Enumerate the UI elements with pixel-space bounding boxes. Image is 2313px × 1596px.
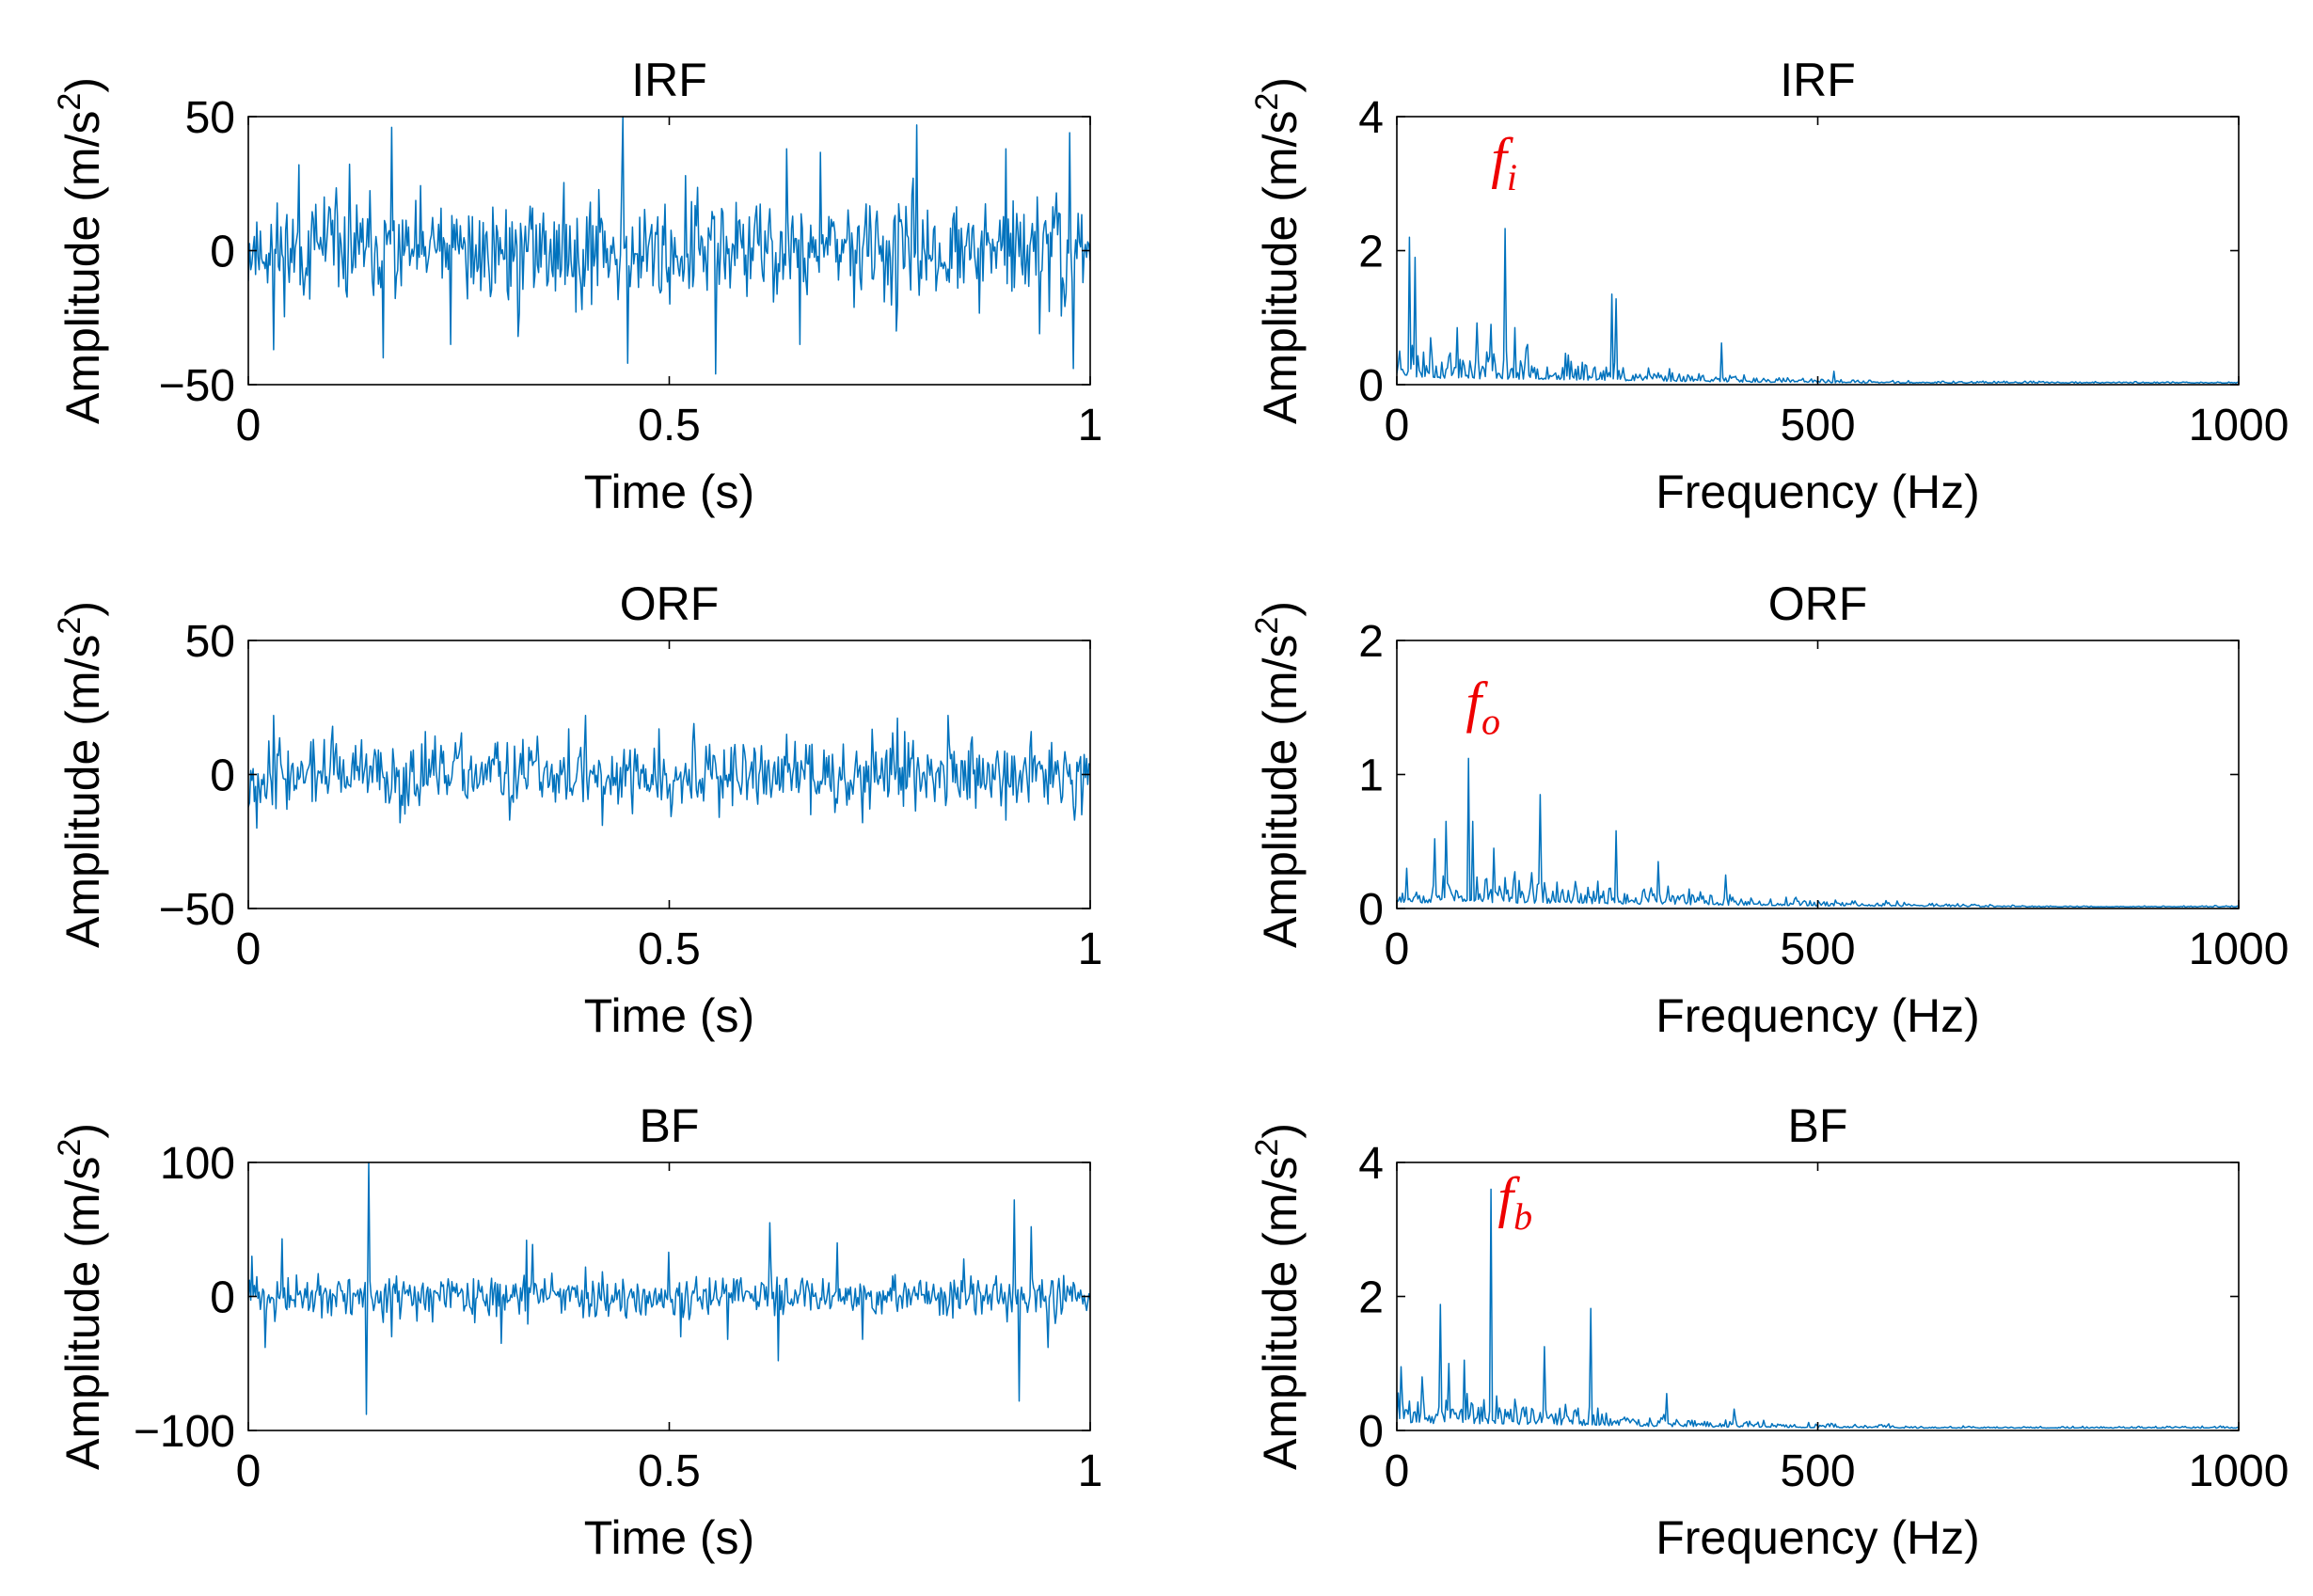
irf-time-ytick-label: 50 <box>185 93 235 143</box>
orf-spectrum-ytick-label: 0 <box>1358 885 1384 935</box>
irf-spectrum-ylabel: Amplitude (m/s2) <box>1249 77 1307 424</box>
irf-time-xlabel: Time (s) <box>584 466 754 518</box>
orf-spectrum-ylabel: Amplitude (m/s2) <box>1249 601 1307 948</box>
bf-spectrum-ytick-label: 2 <box>1358 1273 1384 1323</box>
orf-time-series-line <box>248 715 1090 830</box>
irf-time-series-line <box>248 116 1090 375</box>
orf-time-ytick-label: 50 <box>185 617 235 667</box>
irf-spectrum-xtick-label: 500 <box>1780 401 1855 450</box>
bf-time-xlabel: Time (s) <box>584 1511 754 1564</box>
irf-spectrum-xlabel: Frequency (Hz) <box>1656 466 1980 518</box>
orf-time-xlabel: Time (s) <box>584 989 754 1042</box>
bf-spectrum-xtick-label: 0 <box>1385 1446 1410 1496</box>
orf-spectrum-xlabel: Frequency (Hz) <box>1656 989 1980 1042</box>
irf-spectrum-ytick-label: 0 <box>1358 361 1384 411</box>
bf-spectrum-xtick-label: 1000 <box>2189 1446 2289 1496</box>
irf-time-ytick-label: 0 <box>210 228 235 277</box>
orf-spectrum-title: ORF <box>1768 577 1868 630</box>
bf-time-title: BF <box>640 1099 700 1152</box>
bf-spectrum-xtick-label: 500 <box>1780 1446 1855 1496</box>
bf-time-xtick-label: 0 <box>236 1446 261 1496</box>
orf-time-ylabel: Amplitude (m/s2) <box>52 601 109 948</box>
orf-spectrum-ytick-label: 1 <box>1358 751 1384 801</box>
irf-spectrum-panel: 0 500 1000 0 2 4 IRF Frequency (Hz) Amplitude (m… <box>1249 54 2289 518</box>
irf-time-ytick-label: −50 <box>159 361 235 411</box>
orf-spectrum-xtick-label: 500 <box>1780 924 1855 974</box>
irf-time-xtick-label: 0.5 <box>638 401 701 450</box>
bf-spectrum-title: BF <box>1788 1099 1848 1152</box>
irf-time-xtick-label: 0 <box>236 401 261 450</box>
bf-time-xtick-label: 1 <box>1078 1446 1103 1496</box>
irf-spectrum-xtick-label: 0 <box>1385 401 1410 450</box>
bf-spectrum-xlabel: Frequency (Hz) <box>1656 1511 1980 1564</box>
irf-spectrum-ytick-label: 2 <box>1358 228 1384 277</box>
orf-spectrum-panel: 0 500 1000 0 1 2 ORF Frequency (Hz) Amplitude (m… <box>1249 577 2289 1042</box>
irf-spectrum-xtick-label: 1000 <box>2189 401 2289 450</box>
irf-time-ylabel: Amplitude (m/s2) <box>52 77 109 424</box>
orf-time-xtick-label: 0 <box>236 924 261 974</box>
orf-time-xtick-label: 1 <box>1078 924 1103 974</box>
orf-spectrum-ytick-label: 2 <box>1358 617 1384 667</box>
bf-time-ytick-label: −100 <box>134 1407 235 1457</box>
orf-time-ytick-label: 0 <box>210 751 235 801</box>
bf-time-xtick-label: 0.5 <box>638 1446 701 1496</box>
irf-time-xtick-label: 1 <box>1078 401 1103 450</box>
bf-time-ylabel: Amplitude (m/s2) <box>52 1123 109 1470</box>
bf-time-series-line <box>248 1161 1090 1415</box>
orf-time-title: ORF <box>620 577 720 630</box>
orf-spectrum-xtick-label: 1000 <box>2189 924 2289 974</box>
bf-time-ytick-label: 100 <box>160 1139 235 1189</box>
irf-spectrum-title: IRF <box>1780 54 1856 106</box>
irf-spectrum-ytick-label: 4 <box>1358 93 1384 143</box>
bf-spectrum-ytick-label: 0 <box>1358 1407 1384 1457</box>
bf-spectrum-ytick-label: 4 <box>1358 1139 1384 1189</box>
orf-time-ytick-label: −50 <box>159 885 235 935</box>
bf-spectrum-ylabel: Amplitude (m/s2) <box>1249 1123 1307 1470</box>
bf-spectrum-panel: 0 500 1000 0 2 4 BF Frequency (Hz) Amplitude (m/… <box>1249 1099 2289 1564</box>
bf-time-ytick-label: 0 <box>210 1273 235 1323</box>
orf-time-xtick-label: 0.5 <box>638 924 701 974</box>
bf-spectrum-annotation: fb <box>1497 1166 1532 1238</box>
orf-spectrum-xtick-label: 0 <box>1385 924 1410 974</box>
irf-time-title: IRF <box>631 54 707 106</box>
